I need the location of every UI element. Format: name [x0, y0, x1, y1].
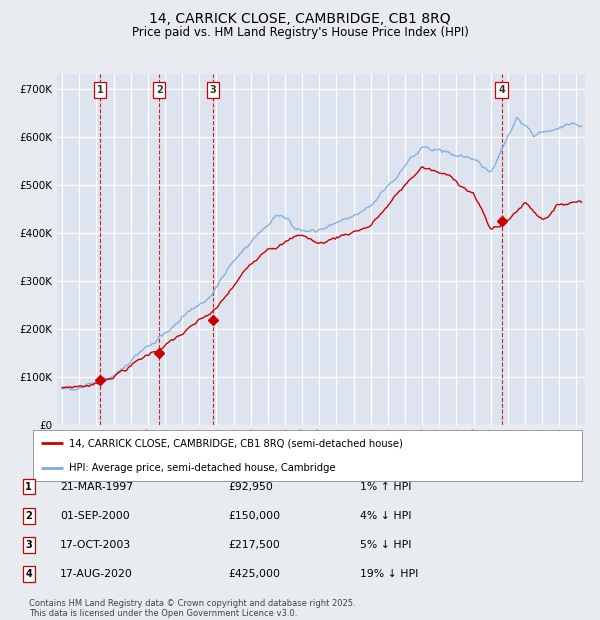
Text: 17-OCT-2003: 17-OCT-2003 — [60, 540, 131, 550]
Text: 01-SEP-2000: 01-SEP-2000 — [60, 511, 130, 521]
Text: 19% ↓ HPI: 19% ↓ HPI — [360, 569, 418, 579]
Text: 4: 4 — [498, 85, 505, 95]
Text: 14, CARRICK CLOSE, CAMBRIDGE, CB1 8RQ (semi-detached house): 14, CARRICK CLOSE, CAMBRIDGE, CB1 8RQ (s… — [68, 438, 403, 448]
Text: 3: 3 — [25, 540, 32, 550]
Text: 4: 4 — [25, 569, 32, 579]
Text: £217,500: £217,500 — [228, 540, 280, 550]
Text: 4% ↓ HPI: 4% ↓ HPI — [360, 511, 412, 521]
Text: HPI: Average price, semi-detached house, Cambridge: HPI: Average price, semi-detached house,… — [68, 463, 335, 473]
Text: 1: 1 — [97, 85, 104, 95]
Text: Contains HM Land Registry data © Crown copyright and database right 2025.
This d: Contains HM Land Registry data © Crown c… — [29, 599, 355, 618]
Text: 14, CARRICK CLOSE, CAMBRIDGE, CB1 8RQ: 14, CARRICK CLOSE, CAMBRIDGE, CB1 8RQ — [149, 12, 451, 27]
Text: £150,000: £150,000 — [228, 511, 280, 521]
Text: 3: 3 — [209, 85, 216, 95]
Text: 21-MAR-1997: 21-MAR-1997 — [60, 482, 133, 492]
Text: 1: 1 — [25, 482, 32, 492]
Text: 17-AUG-2020: 17-AUG-2020 — [60, 569, 133, 579]
Text: 2: 2 — [156, 85, 163, 95]
Text: 2: 2 — [25, 511, 32, 521]
Text: 5% ↓ HPI: 5% ↓ HPI — [360, 540, 412, 550]
Text: Price paid vs. HM Land Registry's House Price Index (HPI): Price paid vs. HM Land Registry's House … — [131, 26, 469, 39]
Text: £92,950: £92,950 — [228, 482, 273, 492]
Text: 1% ↑ HPI: 1% ↑ HPI — [360, 482, 412, 492]
Text: £425,000: £425,000 — [228, 569, 280, 579]
